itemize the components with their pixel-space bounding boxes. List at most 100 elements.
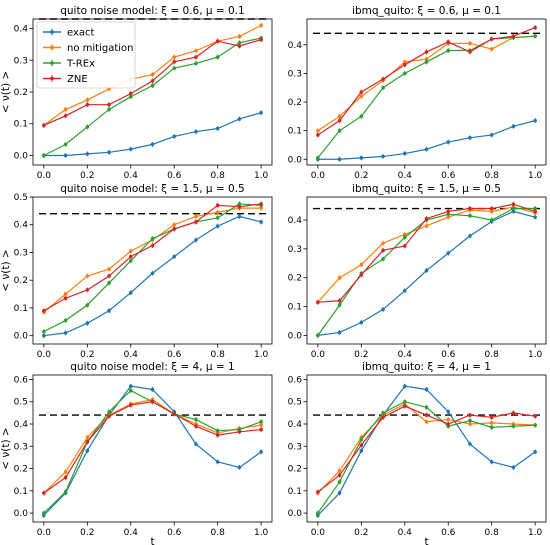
data-point	[63, 470, 68, 474]
data-point	[259, 206, 263, 210]
series-line	[317, 405, 536, 493]
data-point	[359, 448, 364, 453]
data-point	[128, 384, 133, 388]
data-point	[424, 387, 429, 392]
data-point	[150, 236, 155, 241]
x-tick-label: 0.8	[211, 528, 226, 538]
y-axis-label: < ν(t) >	[0, 427, 12, 469]
legend-swatch-marker	[50, 76, 54, 81]
data-point	[172, 227, 177, 231]
data-point	[42, 153, 46, 158]
series-t-rex	[316, 399, 537, 516]
panel-3: quito noise model: ξ = 1.5, μ = 0.5 0.0 0.…	[0, 183, 273, 360]
data-point	[402, 384, 407, 388]
data-point	[237, 44, 242, 48]
data-point	[194, 238, 198, 242]
y-tick-label: 0.4	[14, 25, 29, 35]
data-point	[107, 308, 111, 313]
y-tick-label: 0.5	[14, 398, 28, 408]
x-tick-label: 0.6	[167, 528, 182, 538]
data-point	[172, 60, 177, 64]
data-point	[511, 206, 516, 211]
x-tick-label: 1.0	[254, 171, 269, 181]
y-tick-label: 0.2	[14, 465, 28, 475]
x-tick-label: 0.2	[354, 171, 368, 181]
series-line	[43, 385, 262, 516]
data-point	[468, 413, 472, 417]
panel-2: ibmq_quito: ξ = 0.6, μ = 0.1 0.0 0.2 0.4 0.6…	[288, 5, 547, 181]
data-point	[150, 399, 155, 404]
x-tick-label: 0.6	[441, 528, 456, 538]
x-tick-label: 0.4	[124, 528, 139, 538]
data-point	[172, 55, 177, 59]
data-point	[237, 204, 242, 209]
y-tick-label: 0.0	[14, 509, 29, 519]
data-point	[194, 129, 198, 134]
data-point	[237, 214, 242, 219]
y-tick-label: 0.0	[14, 332, 29, 342]
data-point	[533, 206, 537, 211]
data-point	[107, 274, 111, 278]
data-point	[468, 50, 472, 54]
x-tick-label: 0.6	[441, 350, 456, 360]
data-point	[42, 329, 46, 334]
y-tick-label: 0.4	[14, 420, 29, 430]
data-point	[85, 448, 90, 453]
data-point	[337, 468, 342, 473]
x-tick-label: 0.8	[485, 171, 500, 181]
y-tick-label: 0.6	[288, 375, 303, 385]
data-point	[215, 55, 220, 59]
data-point	[128, 258, 133, 263]
data-point	[337, 118, 342, 123]
data-point	[194, 214, 198, 219]
data-point	[128, 249, 133, 253]
data-point	[150, 387, 155, 392]
series-zne	[316, 25, 537, 138]
data-point	[316, 511, 320, 515]
data-point	[468, 418, 472, 423]
y-tick-label: 0.1	[288, 303, 302, 313]
data-point	[337, 128, 342, 133]
legend-label-t-rex: T-REx	[66, 59, 95, 70]
data-point	[150, 243, 155, 248]
series-line	[43, 203, 262, 312]
data-point	[237, 465, 242, 470]
data-point	[489, 133, 494, 137]
panel-title: quito noise model: ξ = 0.6, μ = 0.1	[60, 5, 245, 17]
x-tick-label: 1.0	[254, 528, 269, 538]
data-point	[237, 202, 242, 206]
data-point	[511, 34, 516, 38]
data-point	[63, 142, 68, 147]
data-point	[107, 409, 111, 414]
data-point	[194, 48, 198, 53]
data-point	[468, 422, 472, 426]
panel-title: quito noise model: ξ = 4, μ = 1	[70, 361, 234, 373]
data-point	[85, 102, 90, 107]
series-no-mitigation	[316, 33, 537, 134]
data-point	[446, 40, 451, 44]
x-tick-label: 0.2	[80, 350, 94, 360]
data-point	[172, 66, 177, 70]
data-point	[511, 465, 516, 470]
data-point	[424, 224, 429, 228]
axes-frame	[306, 18, 547, 166]
data-point	[85, 274, 90, 278]
data-point	[446, 140, 451, 144]
data-point	[215, 460, 220, 464]
data-point	[316, 490, 320, 494]
data-point	[128, 94, 133, 99]
data-point	[402, 151, 407, 156]
axes-frame	[306, 374, 547, 523]
data-point	[359, 94, 364, 99]
data-point	[402, 244, 407, 248]
data-point	[42, 511, 46, 515]
x-tick-label: 0.8	[485, 528, 500, 538]
data-point	[337, 303, 342, 307]
data-point	[172, 254, 177, 259]
series-no-mitigation	[316, 204, 537, 305]
data-point	[489, 47, 494, 51]
y-tick-label: 0.6	[14, 375, 29, 385]
data-point	[381, 85, 385, 90]
data-point	[402, 399, 407, 404]
data-point	[446, 48, 451, 53]
